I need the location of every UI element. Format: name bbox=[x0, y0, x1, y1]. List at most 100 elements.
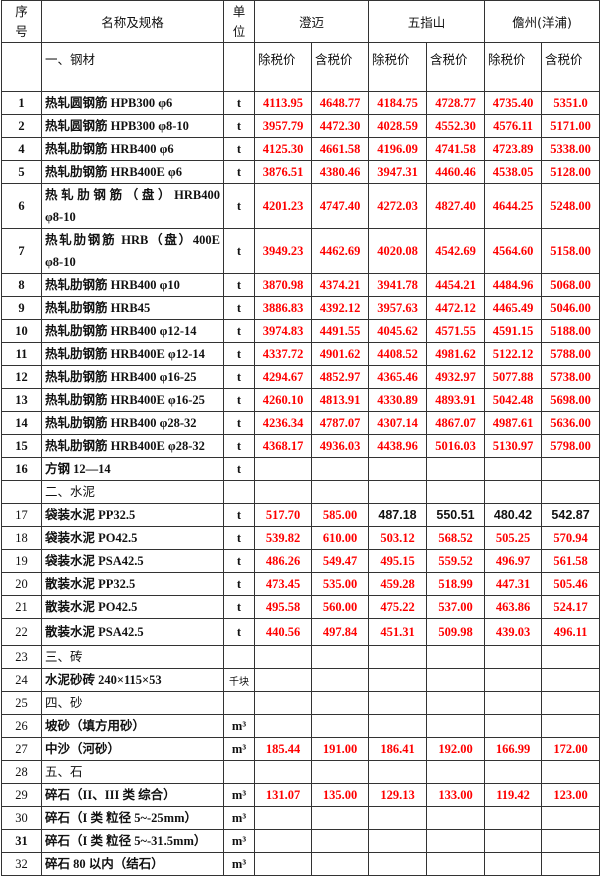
price-wuzhishan-inc-tax: 568.52 bbox=[426, 526, 486, 550]
price-danzhou-inc-tax: 5738.00 bbox=[541, 365, 600, 389]
price-wuzhishan-inc-tax: 4571.55 bbox=[426, 319, 486, 343]
item-name: 热 轧 肋 钢 筋 （ 盘 ） HRB400 φ8-10 bbox=[41, 183, 224, 229]
price-wuzhishan-ex-tax: 129.13 bbox=[368, 783, 428, 807]
price-danzhou-inc-tax bbox=[541, 691, 600, 715]
row-number: 18 bbox=[1, 526, 42, 550]
item-unit: m³ bbox=[223, 852, 255, 876]
price-danzhou-inc-tax bbox=[541, 806, 600, 830]
section-row: 23 三、砖 bbox=[1, 645, 600, 669]
price-danzhou-inc-tax: 5248.00 bbox=[541, 183, 600, 229]
item-unit: m³ bbox=[223, 737, 255, 761]
price-wuzhishan-ex-tax: 186.41 bbox=[368, 737, 428, 761]
price-danzhou-inc-tax: 5636.00 bbox=[541, 411, 600, 435]
price-chengmai-inc-tax: 535.00 bbox=[310, 572, 370, 596]
price-chengmai-ex-tax: 4294.67 bbox=[254, 365, 312, 389]
price-wuzhishan-ex-tax bbox=[368, 480, 428, 504]
price-chengmai-ex-tax: 4236.34 bbox=[254, 411, 312, 435]
price-danzhou-inc-tax bbox=[541, 645, 600, 669]
price-danzhou-ex-tax: 4644.25 bbox=[484, 183, 543, 229]
price-wuzhishan-inc-tax: 4460.46 bbox=[426, 160, 486, 184]
price-wuzhishan-inc-tax bbox=[426, 457, 486, 481]
price-wuzhishan-ex-tax bbox=[368, 806, 428, 830]
item-name: 散装水泥 PSA42.5 bbox=[41, 618, 224, 646]
price-chengmai-inc-tax: 4472.30 bbox=[310, 114, 370, 138]
price-wuzhishan-ex-tax: 4045.62 bbox=[368, 319, 428, 343]
price-danzhou-ex-tax bbox=[484, 714, 543, 738]
price-danzhou-inc-tax: 5698.00 bbox=[541, 388, 600, 412]
header-region-danzhou: 儋州(洋浦) bbox=[484, 0, 600, 43]
section-row: 28 五、石 bbox=[1, 760, 600, 784]
row-number: 31 bbox=[1, 829, 42, 853]
price-danzhou-ex-tax: 166.99 bbox=[484, 737, 543, 761]
header-inc-tax: 含税价 bbox=[426, 42, 486, 92]
row-number: 9 bbox=[1, 296, 42, 320]
price-danzhou-ex-tax: 463.86 bbox=[484, 595, 543, 619]
header-no: 序号 bbox=[1, 0, 42, 43]
price-wuzhishan-ex-tax: 451.31 bbox=[368, 618, 428, 646]
row-number: 1 bbox=[1, 91, 42, 115]
price-wuzhishan-inc-tax: 4867.07 bbox=[426, 411, 486, 435]
item-name: 热轧肋钢筋 HRB400 φ10 bbox=[41, 273, 224, 297]
price-wuzhishan-inc-tax bbox=[426, 852, 486, 876]
table-row: 20 散装水泥 PP32.5 t 473.45 535.00 459.28 518.99 44… bbox=[1, 572, 600, 596]
table-row: 24 水泥砂砖 240×115×53 千块 bbox=[1, 668, 600, 692]
item-unit: m³ bbox=[223, 806, 255, 830]
price-chengmai-inc-tax: 4901.62 bbox=[310, 342, 370, 366]
price-chengmai-ex-tax: 185.44 bbox=[254, 737, 312, 761]
item-unit: m³ bbox=[223, 783, 255, 807]
item-name: 坡砂（填方用砂） bbox=[41, 714, 224, 738]
table-row: 30 碎石（I 类 粒径 5~-25mm） m³ bbox=[1, 806, 600, 830]
price-wuzhishan-inc-tax: 537.00 bbox=[426, 595, 486, 619]
price-chengmai-ex-tax: 473.45 bbox=[254, 572, 312, 596]
row-number: 15 bbox=[1, 434, 42, 458]
price-wuzhishan-ex-tax: 4365.46 bbox=[368, 365, 428, 389]
price-chengmai-inc-tax: 4852.97 bbox=[310, 365, 370, 389]
table-row: 10 热轧肋钢筋 HRB400 φ12-14 t 3974.83 4491.55 4045… bbox=[1, 319, 600, 343]
header-region-wuzhishan: 五指山 bbox=[368, 0, 486, 43]
price-danzhou-inc-tax: 5046.00 bbox=[541, 296, 600, 320]
price-chengmai-inc-tax: 4374.21 bbox=[310, 273, 370, 297]
price-danzhou-inc-tax: 524.17 bbox=[541, 595, 600, 619]
item-name: 碎石 80 以内（结石） bbox=[41, 852, 224, 876]
price-chengmai-ex-tax bbox=[254, 480, 312, 504]
price-chengmai-ex-tax bbox=[254, 691, 312, 715]
price-chengmai-inc-tax: 4747.40 bbox=[310, 183, 370, 229]
price-danzhou-ex-tax: 4484.96 bbox=[484, 273, 543, 297]
price-danzhou-inc-tax bbox=[541, 480, 600, 504]
section-title: 五、石 bbox=[41, 760, 224, 784]
price-wuzhishan-ex-tax: 4020.08 bbox=[368, 228, 428, 274]
price-danzhou-inc-tax bbox=[541, 457, 600, 481]
item-unit: t bbox=[223, 365, 255, 389]
item-name: 热轧圆钢筋 HPB300 φ8-10 bbox=[41, 114, 224, 138]
item-unit: t bbox=[223, 342, 255, 366]
price-danzhou-ex-tax bbox=[484, 691, 543, 715]
price-wuzhishan-inc-tax bbox=[426, 760, 486, 784]
section-row: 25 四、砂 bbox=[1, 691, 600, 715]
section-title: 四、砂 bbox=[41, 691, 224, 715]
price-danzhou-inc-tax: 5171.00 bbox=[541, 114, 600, 138]
price-chengmai-ex-tax: 3974.83 bbox=[254, 319, 312, 343]
price-chengmai-ex-tax: 3957.79 bbox=[254, 114, 312, 138]
item-name: 袋装水泥 PSA42.5 bbox=[41, 549, 224, 573]
price-wuzhishan-inc-tax: 4981.62 bbox=[426, 342, 486, 366]
price-wuzhishan-ex-tax bbox=[368, 829, 428, 853]
price-chengmai-ex-tax: 3886.83 bbox=[254, 296, 312, 320]
price-wuzhishan-inc-tax: 4552.30 bbox=[426, 114, 486, 138]
table-row: 29 碎石（II、III 类 综合） m³ 131.07 135.00 129.13 133… bbox=[1, 783, 600, 807]
price-wuzhishan-inc-tax: 4542.69 bbox=[426, 228, 486, 274]
price-chengmai-inc-tax: 4392.12 bbox=[310, 296, 370, 320]
price-danzhou-ex-tax: 439.03 bbox=[484, 618, 543, 646]
price-wuzhishan-ex-tax bbox=[368, 760, 428, 784]
price-chengmai-inc-tax bbox=[310, 668, 370, 692]
price-wuzhishan-inc-tax: 559.52 bbox=[426, 549, 486, 573]
price-wuzhishan-inc-tax bbox=[426, 714, 486, 738]
price-wuzhishan-ex-tax bbox=[368, 852, 428, 876]
price-wuzhishan-ex-tax: 3957.63 bbox=[368, 296, 428, 320]
price-chengmai-ex-tax: 3949.23 bbox=[254, 228, 312, 274]
subheader-row: 一、钢材 除税价 含税价 除税价 含税价 除税价 含税价 bbox=[1, 42, 600, 92]
price-wuzhishan-inc-tax: 4472.12 bbox=[426, 296, 486, 320]
price-wuzhishan-ex-tax: 3941.78 bbox=[368, 273, 428, 297]
table-row: 1 热轧圆钢筋 HPB300 φ6 t 4113.95 4648.77 4184.75 47… bbox=[1, 91, 600, 115]
price-chengmai-inc-tax bbox=[310, 806, 370, 830]
